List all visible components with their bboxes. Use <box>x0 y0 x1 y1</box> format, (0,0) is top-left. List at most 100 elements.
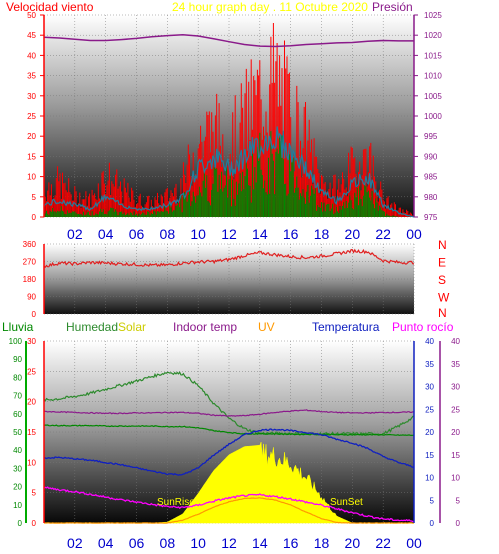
axes: 0202040406060808101012121414161618182020… <box>9 11 461 551</box>
x-tick-top-10: 10 <box>190 226 206 242</box>
temp-humidity-plot <box>43 371 415 524</box>
indoor-temp-series <box>43 409 415 417</box>
y-tick-rain-70: 70 <box>13 392 22 401</box>
y-tick-pressure-1010: 1010 <box>424 72 442 81</box>
y-tick-wind-35: 35 <box>27 72 36 81</box>
y-tick-pressure-1020: 1020 <box>424 31 442 40</box>
y-tick-dew-10: 10 <box>451 474 460 483</box>
x-tick-top-02: 02 <box>67 226 83 242</box>
direction-panel-bg <box>44 244 414 314</box>
y-tick-pressure-1005: 1005 <box>424 92 442 101</box>
compass-W-1: W <box>438 291 450 305</box>
y-tick-wind-10: 10 <box>27 173 36 182</box>
y-tick-wind-45: 45 <box>27 31 36 40</box>
y-tick-temp-35: 35 <box>425 360 434 369</box>
y-tick-dew-0: 0 <box>456 519 461 528</box>
y-tick-direction-270: 270 <box>23 258 37 267</box>
dewpoint-series <box>43 486 415 523</box>
x-tick-bottom-06: 06 <box>129 535 145 551</box>
y-tick-dew-40: 40 <box>451 337 460 346</box>
y-tick-temp-30: 30 <box>425 383 434 392</box>
y-tick-direction-360: 360 <box>23 240 37 249</box>
y-tick-temp-40: 40 <box>425 337 434 346</box>
x-tick-top-16: 16 <box>283 226 299 242</box>
y-tick-humidity-15: 15 <box>27 428 36 437</box>
y-tick-temp-0: 0 <box>430 519 435 528</box>
y-tick-rain-10: 10 <box>13 501 22 510</box>
x-tick-bottom-16: 16 <box>283 535 299 551</box>
solar-index-series <box>43 424 414 437</box>
y-tick-rain-30: 30 <box>13 464 22 473</box>
y-tick-rain-20: 20 <box>13 483 22 492</box>
x-tick-top-08: 08 <box>160 226 176 242</box>
sunrise-annotation: SunRise <box>157 497 195 508</box>
x-tick-bottom-18: 18 <box>314 535 330 551</box>
y-tick-pressure-985: 985 <box>424 173 438 182</box>
x-tick-bottom-04: 04 <box>98 535 114 551</box>
x-tick-top-22: 22 <box>375 226 391 242</box>
y-tick-humidity-30: 30 <box>27 337 36 346</box>
y-tick-rain-60: 60 <box>13 410 22 419</box>
y-tick-pressure-1015: 1015 <box>424 51 442 60</box>
y-tick-rain-0: 0 <box>18 519 23 528</box>
y-tick-rain-80: 80 <box>13 373 22 382</box>
x-tick-top-06: 06 <box>129 226 145 242</box>
x-tick-top-04: 04 <box>98 226 114 242</box>
y-tick-direction-90: 90 <box>27 293 36 302</box>
x-tick-bottom-22: 22 <box>375 535 391 551</box>
y-tick-rain-90: 90 <box>13 355 22 364</box>
x-tick-bottom-08: 08 <box>160 535 176 551</box>
compass-E-3: E <box>438 256 446 270</box>
solar-label: Solar <box>118 320 147 334</box>
y-tick-pressure-1000: 1000 <box>424 112 442 121</box>
sunset-annotation: SunSet <box>330 497 363 508</box>
compass-N-0: N <box>438 306 447 320</box>
y-tick-dew-5: 5 <box>456 496 461 505</box>
y-tick-rain-50: 50 <box>13 428 22 437</box>
y-tick-humidity-10: 10 <box>27 458 36 467</box>
y-tick-temp-25: 25 <box>425 405 434 414</box>
dewpoint-label: Punto rocío <box>392 320 454 334</box>
y-tick-wind-30: 30 <box>27 92 36 101</box>
y-tick-pressure-975: 975 <box>424 213 438 222</box>
y-tick-humidity-20: 20 <box>27 398 36 407</box>
y-tick-humidity-0: 0 <box>32 519 37 528</box>
compass-S-2: S <box>438 273 446 287</box>
temperature-label: Temperatura <box>312 320 380 334</box>
x-tick-bottom-14: 14 <box>252 535 268 551</box>
x-tick-top-00: 00 <box>406 226 422 242</box>
uv-label: UV <box>258 320 275 334</box>
wind-direction-plot <box>43 248 415 268</box>
pressure-series <box>43 34 414 48</box>
y-tick-wind-50: 50 <box>27 11 36 20</box>
y-tick-humidity-5: 5 <box>32 489 37 498</box>
x-tick-bottom-12: 12 <box>221 535 237 551</box>
humidity-label: Humedad <box>66 320 119 334</box>
x-tick-top-12: 12 <box>221 226 237 242</box>
y-tick-wind-0: 0 <box>32 213 37 222</box>
rain-label: Lluvia <box>2 320 34 334</box>
humidity-series <box>43 371 415 437</box>
temperature-series <box>43 428 414 476</box>
x-tick-bottom-10: 10 <box>190 535 206 551</box>
y-tick-dew-20: 20 <box>451 428 460 437</box>
y-tick-wind-15: 15 <box>27 152 36 161</box>
y-tick-rain-100: 100 <box>9 337 23 346</box>
compass-N-4: N <box>438 238 447 252</box>
x-tick-bottom-00: 00 <box>406 535 422 551</box>
y-tick-temp-20: 20 <box>425 428 434 437</box>
y-tick-dew-15: 15 <box>451 451 460 460</box>
y-tick-wind-5: 5 <box>32 193 37 202</box>
x-tick-top-18: 18 <box>314 226 330 242</box>
pressure-label: Presión <box>372 0 413 14</box>
y-tick-pressure-990: 990 <box>424 152 438 161</box>
y-tick-wind-25: 25 <box>27 112 36 121</box>
x-tick-bottom-20: 20 <box>345 535 361 551</box>
y-tick-dew-35: 35 <box>451 360 460 369</box>
uv-series <box>44 497 415 524</box>
y-tick-wind-20: 20 <box>27 132 36 141</box>
y-tick-rain-40: 40 <box>13 446 22 455</box>
x-tick-bottom-02: 02 <box>67 535 83 551</box>
